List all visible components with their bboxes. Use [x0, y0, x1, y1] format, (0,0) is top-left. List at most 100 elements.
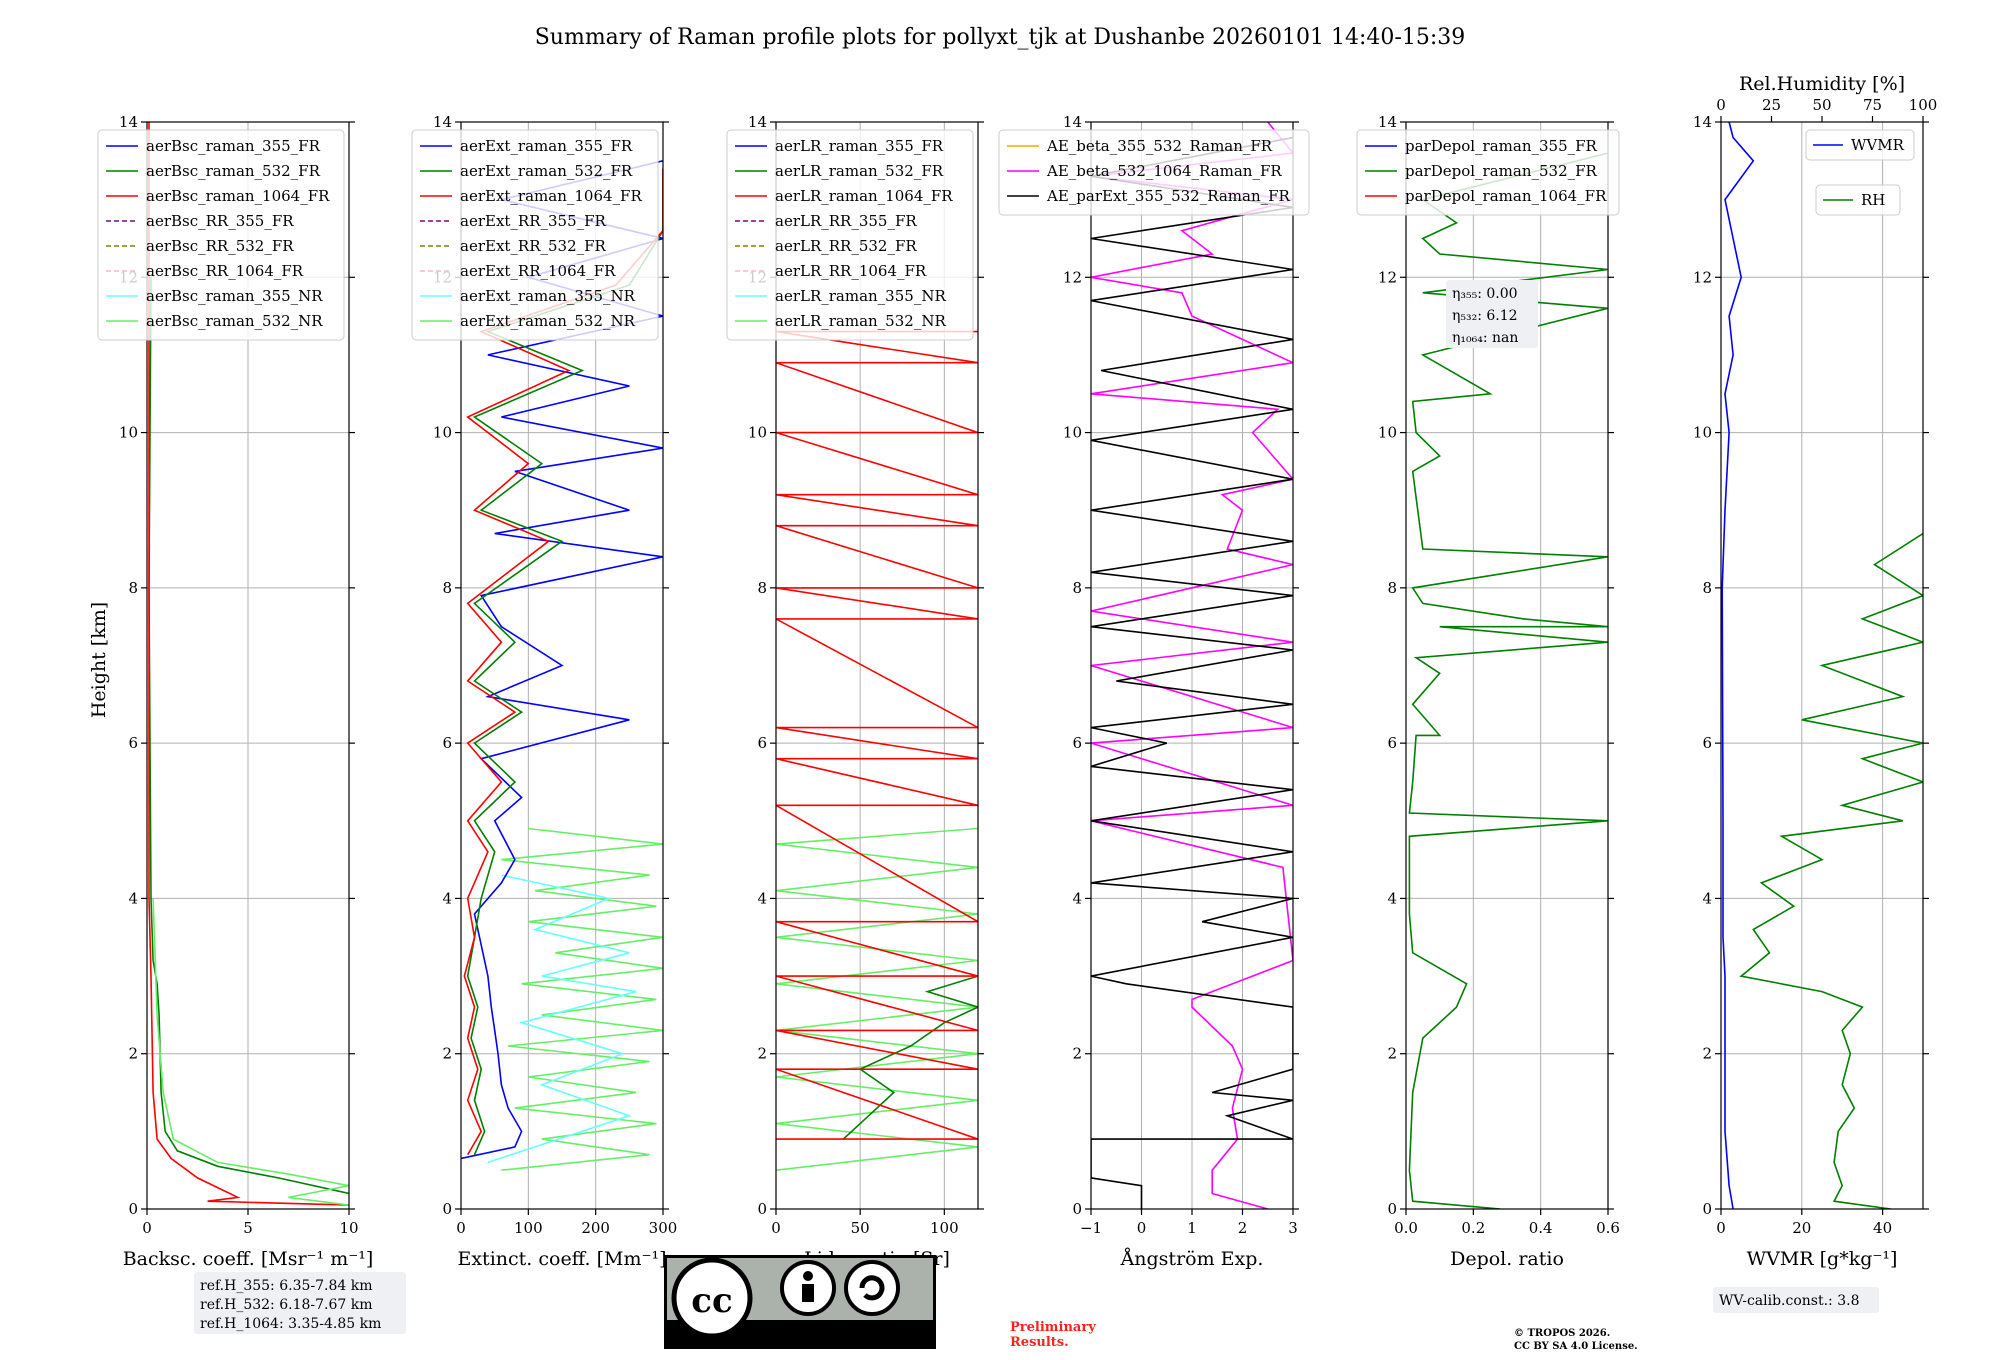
legend-label: aerBsc_raman_532_FR	[146, 162, 321, 180]
y-tick-label: 2	[128, 1045, 138, 1063]
legend-label: parDepol_raman_1064_FR	[1405, 187, 1607, 205]
series-line-aerext-raman-532-nr	[501, 827, 663, 1171]
legend-label: aerBsc_RR_355_FR	[146, 212, 294, 230]
y-tick-label: 0	[128, 1200, 138, 1218]
y-tick-label: 2	[757, 1045, 767, 1063]
ref-height-532: ref.H_532: 6.18-7.67 km	[200, 1297, 373, 1313]
y-tick-label: 8	[1702, 579, 1712, 597]
series-line-wvmr	[1721, 122, 1755, 1209]
attribution-body	[802, 1284, 814, 1302]
y-tick-label: 8	[757, 579, 767, 597]
legend-label: RH	[1861, 191, 1885, 209]
legend-label: aerExt_raman_532_FR	[460, 162, 633, 180]
legend-box	[1805, 129, 1915, 161]
copyright-line-1: © TROPOS 2026.	[1514, 1328, 1610, 1339]
legend-label: aerLR_raman_532_NR	[775, 312, 946, 330]
x-tick-label: 0.4	[1529, 1219, 1553, 1237]
x-tick-label: 5	[243, 1219, 253, 1237]
y-tick-label: 4	[442, 889, 452, 907]
depol-annotation-box	[1446, 280, 1538, 348]
series-group	[1091, 122, 1293, 1209]
x-axis-label: Extinct. coeff. [Mm⁻¹]	[457, 1248, 666, 1270]
y-tick-label: 8	[128, 579, 138, 597]
y-tick-label: 4	[1072, 889, 1082, 907]
x-tick-label: 3	[1288, 1219, 1298, 1237]
legend-label: AE_beta_532_1064_Raman_FR	[1046, 162, 1282, 180]
cc-letters: cc	[691, 1281, 732, 1321]
series-line-aerbsc-raman-532-nr	[152, 898, 349, 1206]
by-label: BY	[793, 1324, 825, 1348]
x-tick-label: 10	[339, 1219, 358, 1237]
x-tick-label: −1	[1080, 1219, 1102, 1237]
y-tick-label: 8	[1072, 579, 1082, 597]
legend-label: aerLR_raman_355_FR	[775, 137, 944, 155]
panel-depol: 0.0 0.2 0.4 0.6 0 2 4 6 8 10 12 14 Depol. ratio parDe…	[1356, 113, 1620, 1270]
y-tick-label: 8	[442, 579, 452, 597]
cc-by-sa-badge: cc BY SA	[664, 1255, 936, 1349]
axes-frame	[1090, 121, 1294, 1210]
preliminary-line-2: Results.	[1010, 1335, 1069, 1350]
legend-label: aerBsc_RR_1064_FR	[146, 262, 304, 280]
x-tick-label: 0	[456, 1219, 466, 1237]
depol-annotation-text: η₅₃₂: 6.12	[1452, 308, 1518, 324]
panel-bsc: 051002468101214Backsc. coeff. [Msr⁻¹ m⁻¹…	[97, 113, 373, 1270]
attribution-head	[803, 1271, 813, 1281]
legend-label: aerExt_raman_1064_FR	[460, 187, 642, 205]
top-tick-label: 75	[1863, 96, 1882, 114]
legend-label: aerLR_raman_355_NR	[775, 287, 946, 305]
top-tick-label: 25	[1762, 96, 1781, 114]
y-tick-label: 2	[1387, 1045, 1397, 1063]
y-tick-label: 6	[1702, 734, 1712, 752]
series-line-aerbsc-raman-532-fr	[148, 277, 349, 1195]
share-alike-arrow	[859, 1275, 885, 1301]
legend-label: AE_beta_355_532_Raman_FR	[1046, 137, 1273, 155]
x-axis-label: WVMR [g*kg⁻¹]	[1747, 1248, 1898, 1270]
axes-frame	[460, 121, 664, 1210]
x-axis-label: Depol. ratio	[1450, 1248, 1564, 1270]
legend-label: aerLR_RR_532_FR	[775, 237, 917, 255]
series-line-pardepol-raman-532-fr	[1408, 152, 1608, 1209]
sa-label: SA	[857, 1324, 887, 1348]
y-tick-label: 14	[1063, 113, 1082, 131]
legend-label: aerBsc_raman_355_FR	[146, 137, 321, 155]
y-tick-label: 2	[1702, 1045, 1712, 1063]
x-tick-label: 100	[930, 1219, 959, 1237]
y-tick-label: 4	[1387, 889, 1397, 907]
legend-label: parDepol_raman_532_FR	[1405, 162, 1598, 180]
x-tick-label: 1	[1187, 1219, 1197, 1237]
y-tick-label: 14	[433, 113, 452, 131]
legend-box	[998, 129, 1310, 216]
x-tick-label: 200	[581, 1219, 610, 1237]
x-tick-label: 300	[649, 1219, 678, 1237]
top-axis-label: Rel.Humidity [%]	[1739, 73, 1905, 95]
y-tick-label: 12	[1378, 268, 1397, 286]
preliminary-line-1: Preliminary	[1010, 1320, 1096, 1335]
y-tick-label: 10	[433, 424, 452, 442]
x-tick-label: 50	[851, 1219, 870, 1237]
copyright-line-2: CC BY SA 4.0 License.	[1514, 1341, 1638, 1352]
reference-heights-background	[194, 1272, 406, 1334]
cc-icon	[671, 1257, 753, 1339]
y-tick-label: 6	[442, 734, 452, 752]
profile-panels: 051002468101214Backsc. coeff. [Msr⁻¹ m⁻¹…	[97, 73, 1937, 1313]
legend-label: aerExt_raman_355_FR	[460, 137, 633, 155]
legend-box	[726, 129, 974, 341]
y-tick-label: 14	[1378, 113, 1397, 131]
legend-label: AE_parExt_355_532_Raman_FR	[1046, 187, 1291, 205]
x-tick-label: 0	[142, 1219, 152, 1237]
x-tick-label: 20	[1792, 1219, 1811, 1237]
y-tick-label: 2	[442, 1045, 452, 1063]
y-tick-label: 4	[757, 889, 767, 907]
panel-ext: 010020030002468101214Extinct. coeff. [Mm…	[411, 113, 678, 1270]
ref-height-1064: ref.H_1064: 3.35-4.85 km	[200, 1316, 381, 1332]
y-tick-label: 6	[1387, 734, 1397, 752]
y-tick-label: 8	[1387, 579, 1397, 597]
y-tick-label: 0	[1702, 1200, 1712, 1218]
y-tick-label: 6	[757, 734, 767, 752]
top-tick-label: 0	[1716, 96, 1726, 114]
y-tick-label: 6	[1072, 734, 1082, 752]
legend-box	[411, 129, 659, 341]
